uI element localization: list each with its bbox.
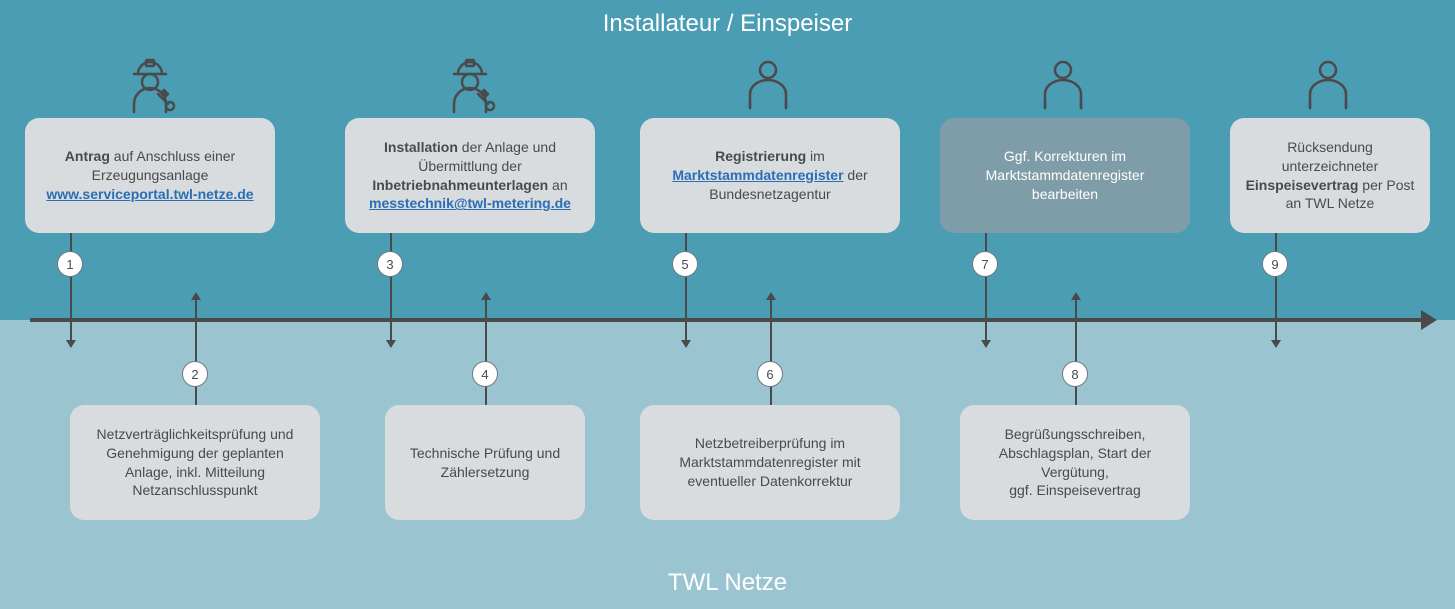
step-card-4: Technische Prüfung und Zählersetzung [385, 405, 585, 520]
step-card-8: Begrüßungsschreiben, Abschlagsplan, Star… [960, 405, 1190, 520]
step-card-1: Antrag auf Anschluss einer Erzeugungsanl… [25, 118, 275, 233]
installer-icon [120, 56, 180, 114]
connector [1075, 298, 1077, 405]
step-card-content: Netzverträglichkeitsprüfung und Genehmig… [82, 425, 308, 501]
step-number-badge: 9 [1262, 251, 1288, 277]
step-card-content: Ggf. Korrekturen im Marktstammdatenregis… [952, 147, 1178, 204]
connector [985, 233, 987, 342]
step-card-3: Installation der Anlage und Übermittlung… [345, 118, 595, 233]
step-number-badge: 5 [672, 251, 698, 277]
step-card-content: Technische Prüfung und Zählersetzung [397, 444, 573, 482]
step-card-6: Netzbetreiberprüfung im Marktstammdatenr… [640, 405, 900, 520]
step-card-5: Registrierung im Marktstammdatenregister… [640, 118, 900, 233]
step-card-content: Antrag auf Anschluss einer Erzeugungsanl… [37, 147, 263, 204]
step-card-9: Rücksendung unterzeichneter Einspeisever… [1230, 118, 1430, 233]
connector [1275, 233, 1277, 342]
person-icon [1035, 56, 1091, 112]
connector [390, 233, 392, 342]
step-card-7: Ggf. Korrekturen im Marktstammdatenregis… [940, 118, 1190, 233]
installer-icon [440, 56, 500, 114]
person-icon [1300, 56, 1356, 112]
connector [770, 298, 772, 405]
connector [195, 298, 197, 405]
link[interactable]: messtechnik@twl-metering.de [369, 195, 571, 211]
link[interactable]: www.serviceportal.twl-netze.de [46, 186, 253, 202]
step-number-badge: 8 [1062, 361, 1088, 387]
connector [685, 233, 687, 342]
step-card-2: Netzverträglichkeitsprüfung und Genehmig… [70, 405, 320, 520]
step-number-badge: 2 [182, 361, 208, 387]
step-card-content: Begrüßungsschreiben, Abschlagsplan, Star… [972, 425, 1178, 501]
step-card-content: Netzbetreiberprüfung im Marktstammdatenr… [652, 434, 888, 491]
step-number-badge: 4 [472, 361, 498, 387]
person-icon [740, 56, 796, 112]
step-card-content: Rücksendung unterzeichneter Einspeisever… [1242, 138, 1418, 214]
connector [485, 298, 487, 405]
step-number-badge: 6 [757, 361, 783, 387]
header-title: Installateur / Einspeiser [0, 10, 1455, 38]
step-card-content: Registrierung im Marktstammdatenregister… [652, 147, 888, 204]
link[interactable]: Marktstammdatenregister [672, 167, 843, 183]
connector [70, 233, 72, 342]
step-number-badge: 3 [377, 251, 403, 277]
step-number-badge: 1 [57, 251, 83, 277]
timeline-axis [30, 318, 1425, 322]
footer-title: TWL Netze [0, 569, 1455, 597]
step-card-content: Installation der Anlage und Übermittlung… [357, 138, 583, 214]
step-number-badge: 7 [972, 251, 998, 277]
